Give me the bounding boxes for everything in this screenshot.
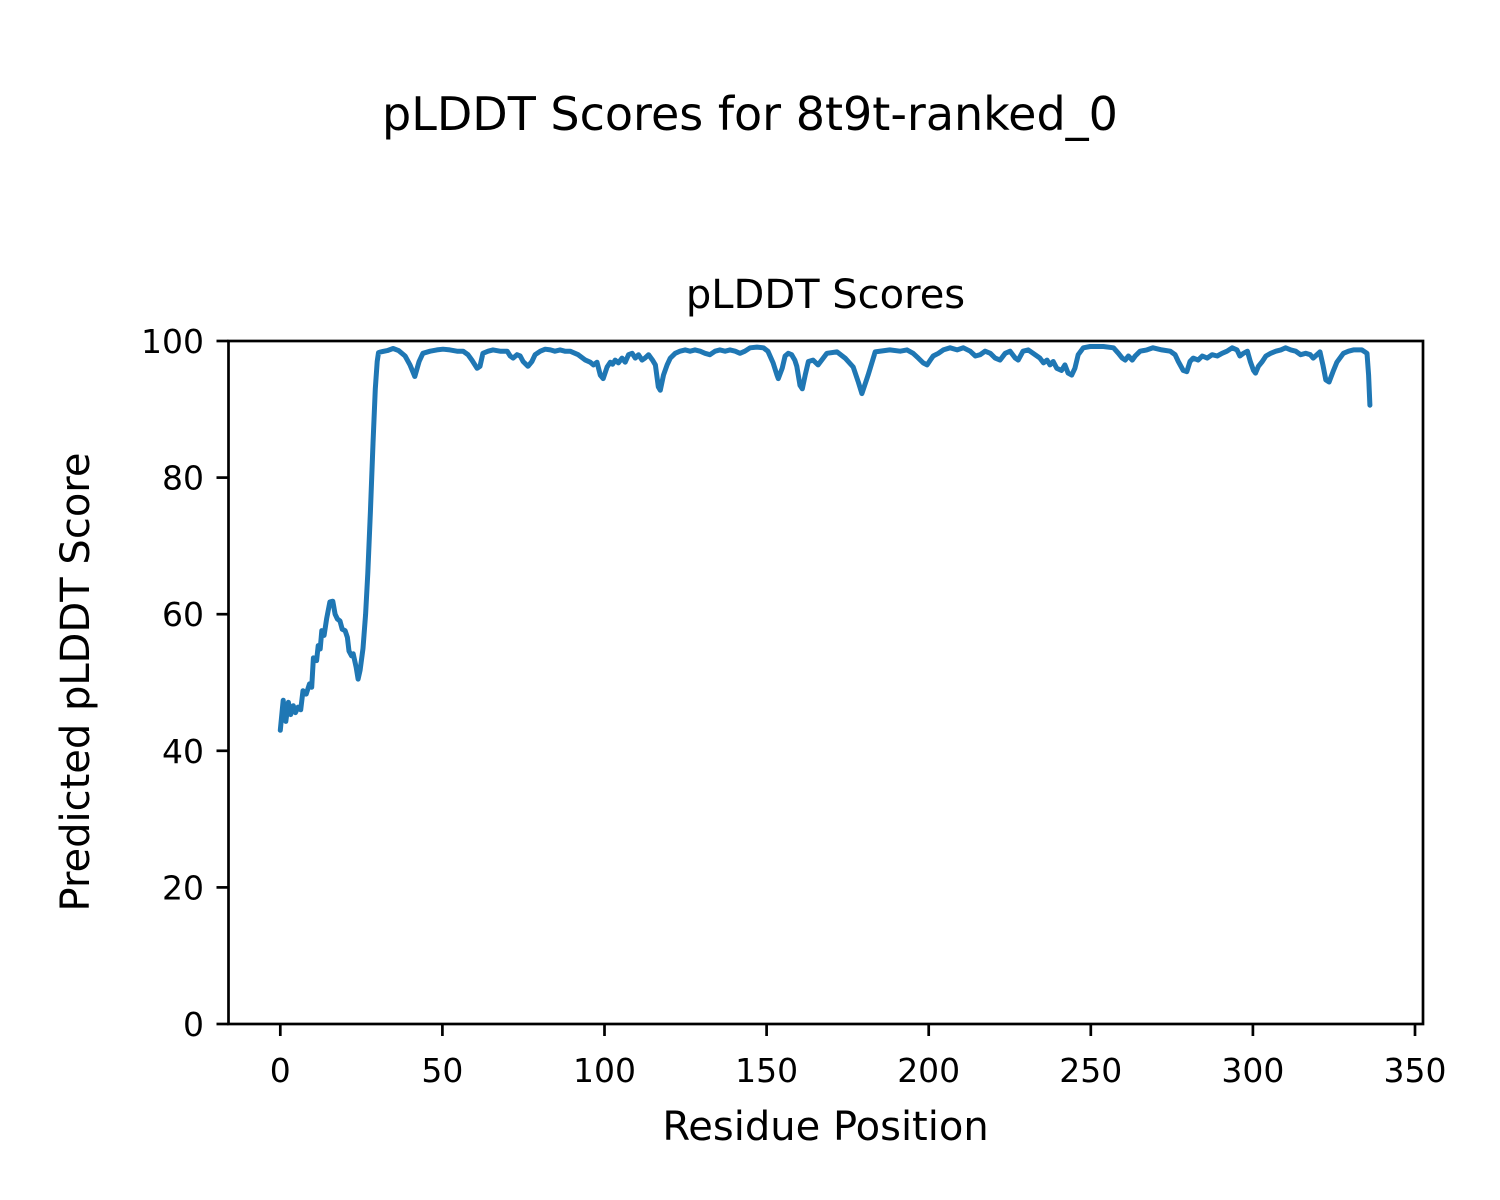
x-tick-label: 200: [897, 1051, 960, 1090]
plddt-line: [277, 344, 1373, 733]
x-axis-label: Residue Position: [662, 1104, 989, 1150]
y-tick-label: 100: [141, 322, 204, 361]
x-tick-label: 350: [1384, 1051, 1447, 1090]
y-tick-label: 20: [162, 868, 204, 907]
y-tick-label: 40: [162, 732, 204, 771]
x-axis-tick-labels: 0 50 100 150 200 250 300 350: [270, 1051, 1447, 1090]
x-tick-label: 0: [270, 1051, 291, 1090]
x-tick-label: 150: [735, 1051, 798, 1090]
axes-title: pLDDT Scores: [685, 272, 966, 318]
plot-frame: [227, 339, 1425, 1026]
x-tick-label: 50: [421, 1051, 463, 1090]
y-axis-tick-labels: 0 20 40 60 80 100: [141, 322, 204, 1044]
y-tick-label: 0: [183, 1005, 204, 1044]
y-axis-ticks: [216, 339, 229, 1026]
y-tick-label: 80: [162, 459, 204, 498]
x-tick-label: 250: [1059, 1051, 1122, 1090]
x-axis-ticks: [278, 1024, 1417, 1036]
figure-title: pLDDT Scores for 8t9t-ranked_0: [382, 87, 1118, 141]
x-tick-label: 100: [573, 1051, 636, 1090]
x-tick-label: 300: [1221, 1051, 1284, 1090]
y-tick-label: 60: [162, 595, 204, 634]
